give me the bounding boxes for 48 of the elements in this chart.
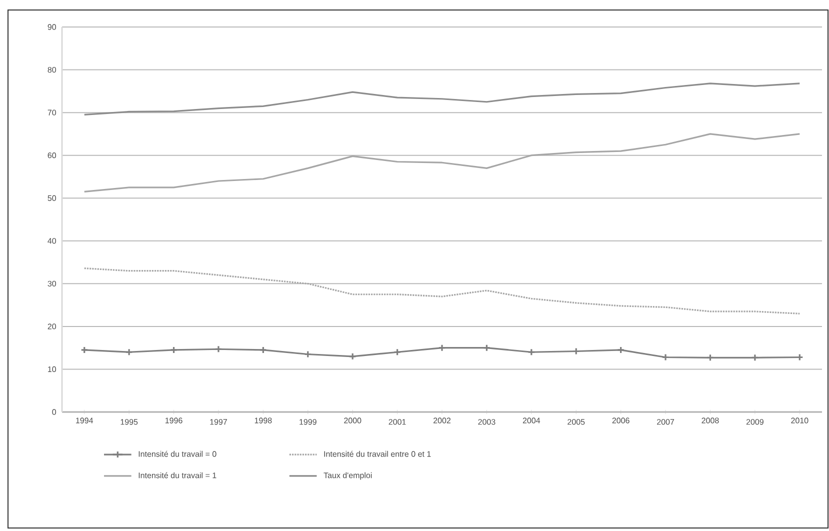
x-tick-label: 2005 [568,419,585,425]
x-tick-label: 2009 [746,419,764,425]
point [482,344,491,352]
point [617,346,625,354]
x-tick-label: 1999 [300,419,316,425]
x-tick-label: 2003 [478,419,496,425]
point [751,354,759,362]
point [214,345,222,353]
y-tick-label: 0 [52,409,56,415]
y-tick-label: 30 [48,280,56,286]
legend-label: Taux d'emploi [324,472,372,480]
x-tick-label: 1995 [120,419,138,425]
point [394,348,402,356]
x-tick-label: 1997 [210,419,227,425]
x-tick-label: 2001 [388,419,406,425]
x-tick-label: 2000 [344,418,362,424]
y-tick-label: 60 [48,152,56,158]
x-tick-label: 1994 [76,418,94,424]
point [125,348,133,356]
point [572,347,580,356]
point [662,353,670,362]
point [348,352,356,360]
y-tick-label: 40 [48,238,56,244]
x-tick-label: 2007 [657,419,674,425]
x-tick-label: 2010 [791,418,808,424]
line-series [84,82,800,116]
x-tick-label: 1996 [165,418,182,424]
point [170,346,178,354]
point [259,346,267,354]
y-tick-label: 20 [48,324,56,330]
legend-label: Intensité du travail = 1 [138,472,216,478]
x-tick-label: 2002 [434,418,450,424]
y-tick-label: 50 [48,195,56,201]
x-tick-label: 2008 [702,418,719,424]
x-tick-label: 2006 [612,418,630,424]
point [706,354,714,362]
x-tick-label: 1998 [254,418,272,424]
point [438,344,446,352]
point [304,350,312,358]
line-series [84,133,800,192]
y-tick-label: 10 [48,366,56,372]
legend-label: Intensité du travail = 0 [138,450,216,457]
y-tick-label: 70 [48,110,56,116]
legend-label: Intensité du travail entre 0 et 1 [324,450,431,457]
y-tick-label: 90 [48,24,56,30]
y-tick-label: 80 [48,66,56,73]
x-tick-label: 2004 [522,418,540,424]
point [528,348,536,356]
